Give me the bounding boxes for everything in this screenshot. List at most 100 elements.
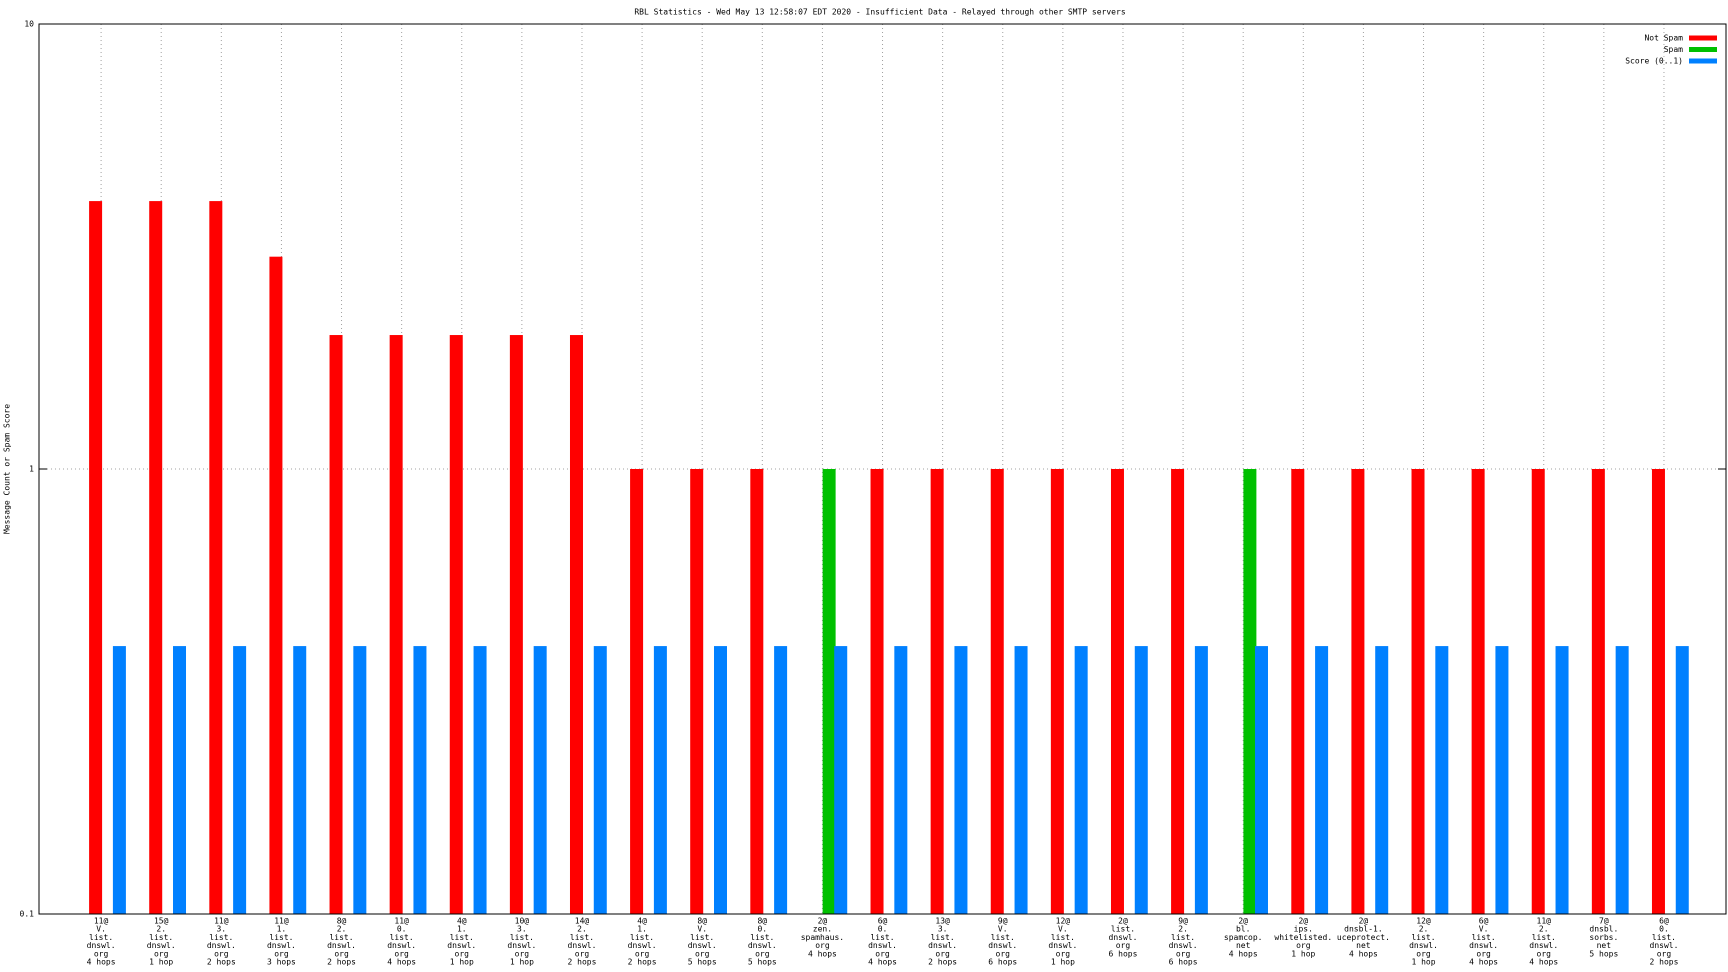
legend-swatch (1689, 47, 1717, 52)
x-tick-label: list. (390, 933, 414, 942)
bar (630, 469, 644, 914)
x-tick-label: org (996, 949, 1011, 958)
x-tick-label: list. (329, 933, 353, 942)
x-tick-label: org (1416, 949, 1431, 958)
x-tick-label: list. (450, 933, 474, 942)
x-tick-label: dnswl. (267, 941, 296, 950)
bar (1050, 469, 1064, 914)
x-tick-label: list. (149, 933, 173, 942)
x-tick-label: list. (931, 933, 955, 942)
x-tick-label: org (635, 949, 650, 958)
x-tick-label: 6 hops (1109, 949, 1138, 958)
x-tick-label: 8@ (757, 917, 767, 926)
bar (1110, 469, 1124, 914)
x-tick-label: 3. (517, 925, 527, 934)
x-tick-label: org (515, 949, 530, 958)
x-tick-label: 11@ (1537, 917, 1552, 926)
x-tick-label: 6@ (1479, 917, 1489, 926)
x-tick-label: dnswl. (1048, 941, 1077, 950)
x-tick-label: 7@ (1599, 917, 1609, 926)
x-tick-label: dnswl. (1169, 941, 1198, 950)
bar (954, 646, 968, 914)
x-tick-label: 2@ (1238, 917, 1248, 926)
x-tick-label: org (815, 941, 830, 950)
x-tick-label: 4 hops (1229, 949, 1258, 958)
x-tick-label: org (154, 949, 169, 958)
bar (1615, 646, 1629, 914)
x-tick-label: 12@ (1056, 917, 1071, 926)
bar (473, 646, 487, 914)
bar (1315, 646, 1329, 914)
legend-label: Spam (1664, 45, 1683, 54)
x-tick-label: list. (570, 933, 594, 942)
bar (449, 335, 463, 915)
x-tick-label: list. (269, 933, 293, 942)
x-tick-label: dnswl. (568, 941, 597, 950)
bar (533, 646, 547, 914)
x-tick-label: 4 hops (87, 958, 116, 967)
bar (1591, 469, 1605, 914)
y-axis-label: Message Count or Spam Score (3, 404, 12, 534)
x-tick-label: 9@ (998, 917, 1008, 926)
bar (329, 335, 343, 915)
bar (413, 646, 427, 914)
bar (1194, 646, 1208, 914)
bar (1435, 646, 1449, 914)
bar (750, 469, 764, 914)
x-tick-label: 2@ (818, 917, 828, 926)
x-tick-label: 1. (277, 925, 287, 934)
bar (1171, 469, 1185, 914)
x-tick-label: org (875, 949, 890, 958)
x-tick-label: 2 hops (928, 958, 957, 967)
bar (822, 469, 836, 914)
x-tick-label: 2 hops (207, 958, 236, 967)
x-tick-label: V. (697, 925, 707, 934)
x-tick-label: 1 hop (1291, 949, 1315, 958)
bar (353, 646, 367, 914)
x-tick-label: 6@ (878, 917, 888, 926)
x-tick-label: dnsbl-1. (1344, 925, 1383, 934)
x-tick-label: 2. (337, 925, 347, 934)
x-tick-label: 9@ (1178, 917, 1188, 926)
x-tick-label: 2. (1419, 925, 1429, 934)
x-tick-label: 2. (1178, 925, 1188, 934)
x-tick-label: 2 hops (327, 958, 356, 967)
x-tick-label: org (1537, 949, 1552, 958)
bar (1014, 646, 1028, 914)
x-tick-label: V. (998, 925, 1008, 934)
x-tick-label: net (1356, 941, 1371, 950)
bar (1351, 469, 1365, 914)
x-tick-label: 1. (637, 925, 647, 934)
x-tick-label: dnswl. (988, 941, 1017, 950)
x-tick-label: org (1296, 941, 1311, 950)
x-tick-label: org (1116, 941, 1131, 950)
x-tick-label: 2. (1539, 925, 1549, 934)
x-tick-label: 11@ (214, 917, 229, 926)
bar (1471, 469, 1485, 914)
x-tick-label: dnswl. (87, 941, 116, 950)
x-tick-label: dnswl. (387, 941, 416, 950)
bar (173, 646, 187, 914)
x-tick-label: 4 hops (1469, 958, 1498, 967)
bar (233, 646, 247, 914)
x-tick-label: 1 hop (1411, 958, 1435, 967)
x-tick-label: list. (209, 933, 233, 942)
x-tick-label: list. (1411, 933, 1435, 942)
x-tick-label: 2 hops (628, 958, 657, 967)
x-tick-label: 2 hops (568, 958, 597, 967)
y-tick-label: 10 (24, 20, 34, 29)
x-tick-label: 8@ (697, 917, 707, 926)
legend-swatch (1689, 58, 1717, 64)
x-tick-label: 1 hop (450, 958, 474, 967)
x-tick-label: dnswl. (748, 941, 777, 950)
bar (89, 201, 103, 914)
y-tick-label: 0.1 (20, 910, 35, 919)
bar (1291, 469, 1305, 914)
x-tick-label: 4 hops (1529, 958, 1558, 967)
x-tick-label: net (1597, 941, 1612, 950)
x-tick-label: list. (1051, 933, 1075, 942)
x-tick-label: list. (991, 933, 1015, 942)
x-tick-label: list. (1472, 933, 1496, 942)
x-tick-label: V. (1058, 925, 1068, 934)
x-tick-label: org (935, 949, 950, 958)
